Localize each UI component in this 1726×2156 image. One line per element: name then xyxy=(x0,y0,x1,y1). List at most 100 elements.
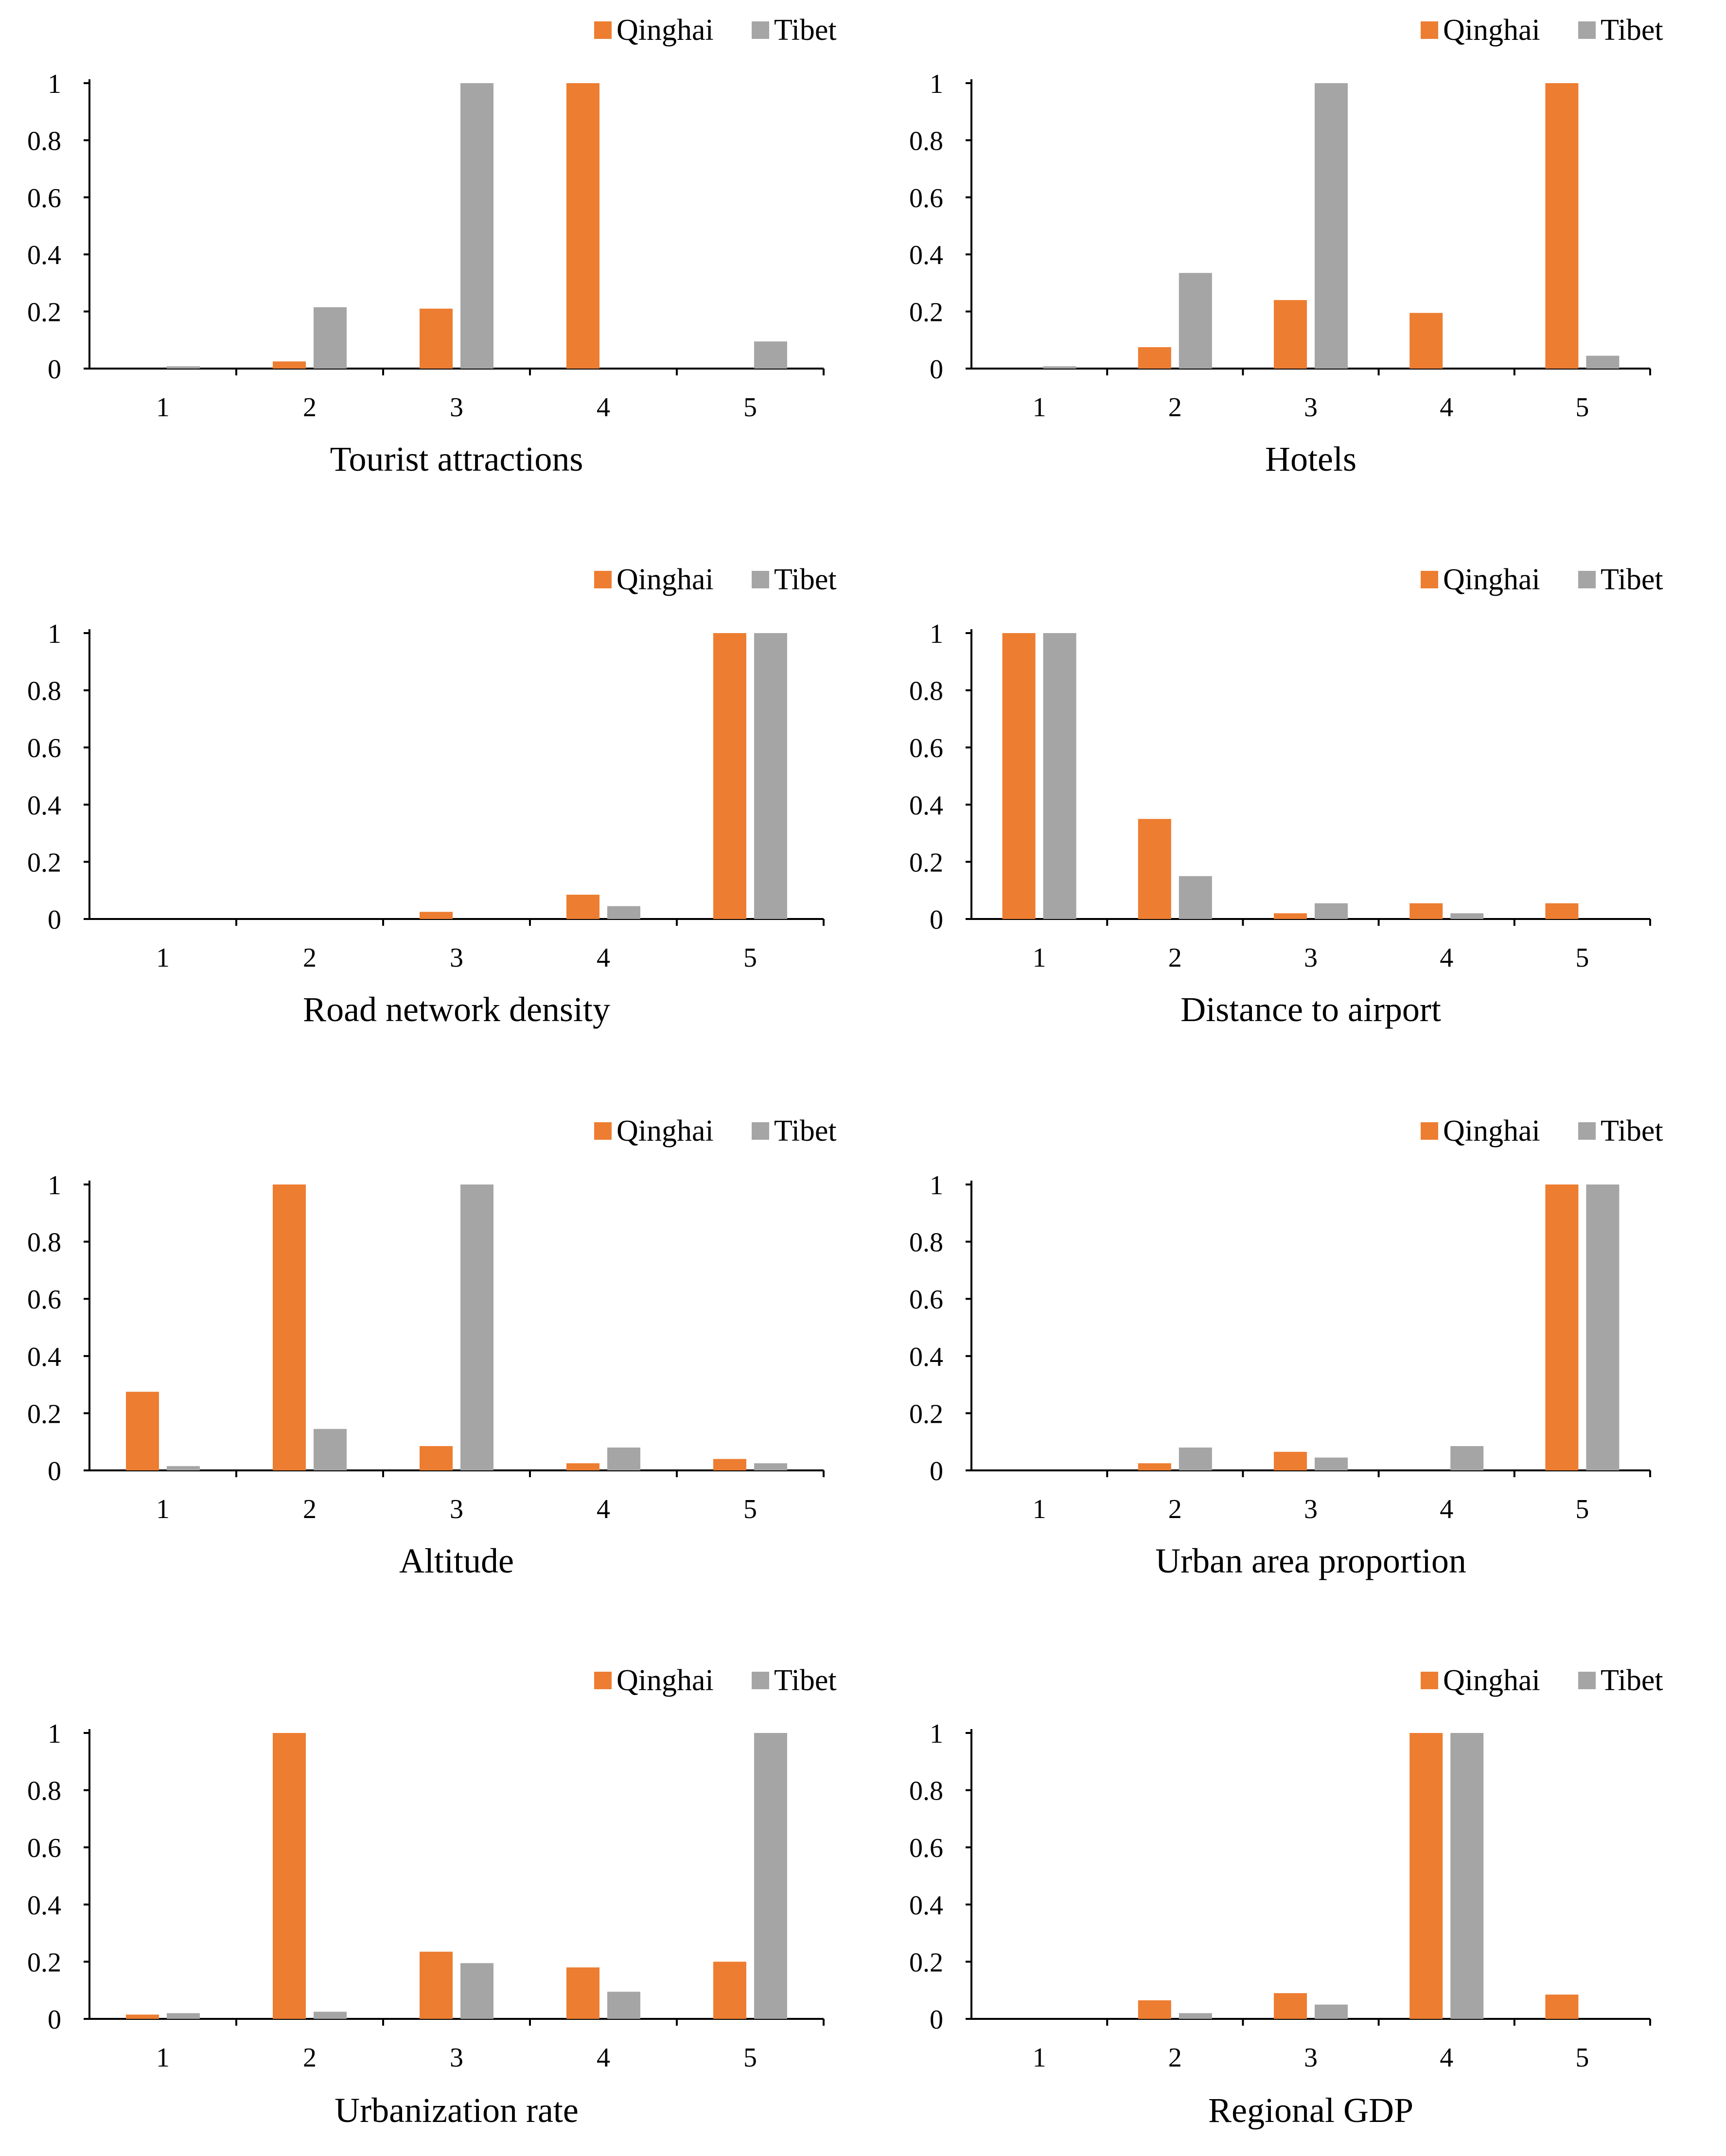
chart-title: Urbanization rate xyxy=(335,2091,579,2130)
bar-tibet-2 xyxy=(314,2012,347,2019)
legend: Qinghai Tibet xyxy=(594,563,837,596)
y-tick-label: 0 xyxy=(930,2005,943,2035)
bar-qinghai-2 xyxy=(273,361,306,369)
x-tick-label: 5 xyxy=(1575,1494,1589,1524)
bar-tibet-2 xyxy=(1179,2013,1212,2019)
x-tick-label: 5 xyxy=(1575,943,1589,973)
x-tick-label: 2 xyxy=(1168,943,1182,973)
bar-qinghai-3 xyxy=(420,1446,453,1470)
bar-tibet-2 xyxy=(1179,273,1212,369)
x-tick-label: 2 xyxy=(303,392,317,423)
legend: Qinghai Tibet xyxy=(594,14,837,47)
bar-tibet-5 xyxy=(754,341,787,369)
bar-qinghai-4 xyxy=(1409,903,1443,919)
bar-qinghai-3 xyxy=(1274,300,1307,369)
y-tick-label: 0.8 xyxy=(909,1776,943,1806)
y-tick-label: 0.6 xyxy=(27,1285,61,1315)
legend-label-tibet: Tibet xyxy=(774,1114,837,1148)
bar-tibet-3 xyxy=(460,1184,493,1470)
bar-qinghai-5 xyxy=(1545,903,1579,919)
x-tick-label: 4 xyxy=(1440,392,1453,423)
bar-qinghai-3 xyxy=(1274,913,1307,919)
y-tick-label: 1 xyxy=(930,69,943,99)
legend-swatch-tibet xyxy=(752,21,769,39)
y-tick-label: 0.8 xyxy=(909,676,943,707)
bar-qinghai-5 xyxy=(1545,1184,1579,1470)
chart-title: Altitude xyxy=(399,1541,514,1580)
x-tick-label: 3 xyxy=(450,2043,463,2073)
chart-title: Road network density xyxy=(303,990,610,1029)
bar-qinghai-5 xyxy=(713,1962,746,2019)
legend: Qinghai Tibet xyxy=(594,1114,837,1148)
bar-qinghai-3 xyxy=(1274,1993,1307,2019)
x-tick-label: 4 xyxy=(1440,943,1453,973)
bar-tibet-3 xyxy=(1315,903,1348,919)
bar-qinghai-4 xyxy=(566,1967,599,2019)
y-tick-label: 0.2 xyxy=(27,1399,61,1429)
y-tick-label: 0.8 xyxy=(909,1228,943,1258)
y-tick-label: 0.2 xyxy=(27,848,61,878)
legend-swatch-qinghai xyxy=(1421,571,1438,588)
bar-tibet-5 xyxy=(754,1463,787,1470)
x-tick-label: 5 xyxy=(743,2043,757,2073)
y-tick-label: 0.4 xyxy=(909,1342,943,1372)
y-tick-label: 1 xyxy=(48,69,61,99)
x-tick-label: 2 xyxy=(303,943,317,973)
bar-qinghai-2 xyxy=(1138,819,1171,919)
legend-swatch-qinghai xyxy=(594,1122,612,1140)
legend-swatch-tibet xyxy=(752,1672,769,1689)
bar-qinghai-3 xyxy=(1274,1451,1307,1470)
legend-swatch-qinghai xyxy=(594,1672,612,1689)
bar-qinghai-2 xyxy=(1138,2000,1171,2019)
x-tick-label: 2 xyxy=(303,2043,317,2073)
y-tick-label: 0.4 xyxy=(909,240,943,270)
legend-label-qinghai: Qinghai xyxy=(616,1664,714,1697)
y-tick-label: 0.4 xyxy=(27,240,61,270)
bar-tibet-5 xyxy=(754,1733,787,2019)
legend-label-qinghai: Qinghai xyxy=(1443,1664,1540,1697)
legend-label-qinghai: Qinghai xyxy=(616,563,714,596)
legend-label-qinghai: Qinghai xyxy=(1443,14,1540,47)
x-tick-label: 1 xyxy=(1033,392,1046,423)
y-tick-label: 0.4 xyxy=(27,791,61,821)
y-tick-label: 1 xyxy=(930,1719,943,1749)
y-tick-label: 0.6 xyxy=(909,733,943,763)
legend-label-tibet: Tibet xyxy=(774,1664,837,1697)
bar-tibet-5 xyxy=(1586,355,1620,369)
chart-title: Distance to airport xyxy=(1180,990,1441,1029)
chart-title: Tourist attractions xyxy=(330,440,583,478)
bar-qinghai-2 xyxy=(1138,1463,1171,1470)
chart-tourist-attractions: 0 0.2 0.4 0.6 0.8 1 1 2 3 4 5 Qinghai Tibet Tourist a… xyxy=(27,14,837,478)
bar-qinghai-4 xyxy=(1409,1733,1443,2019)
y-tick-label: 1 xyxy=(930,619,943,649)
legend-swatch-tibet xyxy=(752,1122,769,1140)
bar-qinghai-4 xyxy=(1409,313,1443,369)
bar-qinghai-5 xyxy=(1545,1995,1579,2019)
bar-tibet-2 xyxy=(314,307,347,369)
x-tick-label: 1 xyxy=(156,2043,170,2073)
legend-label-qinghai: Qinghai xyxy=(616,1114,714,1148)
bar-tibet-4 xyxy=(1450,913,1484,919)
bar-tibet-2 xyxy=(1179,876,1212,919)
chart-distance-to-airport: 0 0.2 0.4 0.6 0.8 1 1 2 3 4 5 Qinghai Tibet Distance … xyxy=(909,563,1663,1029)
y-tick-label: 0.6 xyxy=(27,183,61,213)
chart-hotels: 0 0.2 0.4 0.6 0.8 1 1 2 3 4 5 Qinghai Tibet Hotels xyxy=(909,14,1663,478)
x-tick-label: 5 xyxy=(743,392,757,423)
bar-qinghai-5 xyxy=(1545,83,1579,369)
x-tick-label: 3 xyxy=(450,392,463,423)
legend-swatch-tibet xyxy=(1578,1122,1596,1140)
y-tick-label: 0 xyxy=(930,354,943,385)
y-tick-label: 0.2 xyxy=(909,1399,943,1429)
bar-tibet-1 xyxy=(167,366,200,369)
x-tick-label: 1 xyxy=(156,943,170,973)
x-tick-label: 3 xyxy=(1304,2043,1318,2073)
bar-tibet-3 xyxy=(460,1963,493,2019)
bar-qinghai-2 xyxy=(273,1733,306,2019)
y-tick-label: 0.4 xyxy=(27,1342,61,1372)
bar-tibet-2 xyxy=(1179,1447,1212,1470)
legend: Qinghai Tibet xyxy=(1421,1114,1663,1148)
bar-tibet-5 xyxy=(1586,1184,1620,1470)
bar-qinghai-4 xyxy=(566,895,599,919)
bar-tibet-5 xyxy=(754,633,787,919)
y-tick-label: 1 xyxy=(48,619,61,649)
